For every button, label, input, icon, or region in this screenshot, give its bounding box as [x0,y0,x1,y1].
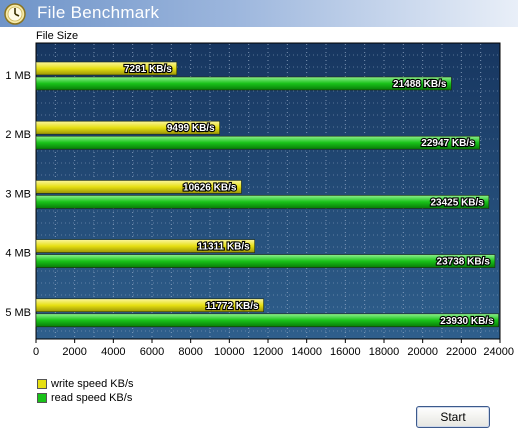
read-bar [35,195,490,209]
write-bar-label: 11311 KB/s [197,242,250,253]
x-tick-label: 10000 [214,346,245,358]
legend-item-read: read speed KB/s [37,391,134,404]
write-bar [35,180,242,194]
write-bar-label: 11772 KB/s [206,301,259,312]
read-bar-label: 22947 KB/s [421,138,475,149]
chart-header: File Size [36,30,79,42]
read-bar-label: 23425 KB/s [431,197,485,208]
read-bar [35,313,499,328]
x-tick-label: 22000 [446,346,477,358]
category-label: 2 MB [5,129,31,141]
title-bar: File Benchmark [0,0,518,27]
legend-label-read: read speed KB/s [51,391,133,404]
write-bar-label: 9499 KB/s [167,123,215,134]
legend-label-write: write speed KB/s [51,377,134,390]
benchmark-icon [4,3,26,25]
write-bar-label: 10626 KB/s [183,182,237,193]
write-bar [35,120,220,135]
read-bar [35,254,496,268]
benchmark-chart: 7281 KB/s 21488 KB/s 9499 KB/s 22947 KB/s 10… [5,42,514,358]
category-label: 4 MB [5,248,31,260]
legend-item-write: write speed KB/s [37,377,134,390]
x-tick-label: 16000 [330,346,361,358]
category-label: 3 MB [5,188,31,200]
x-tick-label: 4000 [101,346,125,358]
x-tick-label: 2000 [62,346,86,358]
read-bar-label: 23738 KB/s [437,257,491,268]
start-button[interactable]: Start [416,406,490,428]
category-label: 1 MB [5,70,31,82]
read-bar [35,135,480,150]
read-bar [35,76,452,91]
write-bar-label: 7281 KB/s [124,64,172,75]
x-tick-label: 18000 [369,346,400,358]
window-title: File Benchmark [37,3,160,22]
x-tick-label: 14000 [291,346,322,358]
x-tick-label: 24000 [483,346,514,358]
legend: write speed KB/s read speed KB/s [37,377,134,405]
write-bar [35,61,178,76]
legend-swatch-write [37,378,47,389]
write-bar [35,239,255,253]
x-tick-label: 8000 [178,346,202,358]
read-bar-label: 21488 KB/s [393,79,447,90]
write-bar [35,298,264,313]
x-tick-label: 6000 [140,346,164,358]
category-label: 5 MB [5,307,31,319]
x-tick-label: 0 [33,346,39,358]
x-tick-label: 20000 [407,346,438,358]
x-tick-label: 12000 [253,346,284,358]
read-bar-label: 23930 KB/s [440,316,494,327]
legend-swatch-read [37,392,47,403]
